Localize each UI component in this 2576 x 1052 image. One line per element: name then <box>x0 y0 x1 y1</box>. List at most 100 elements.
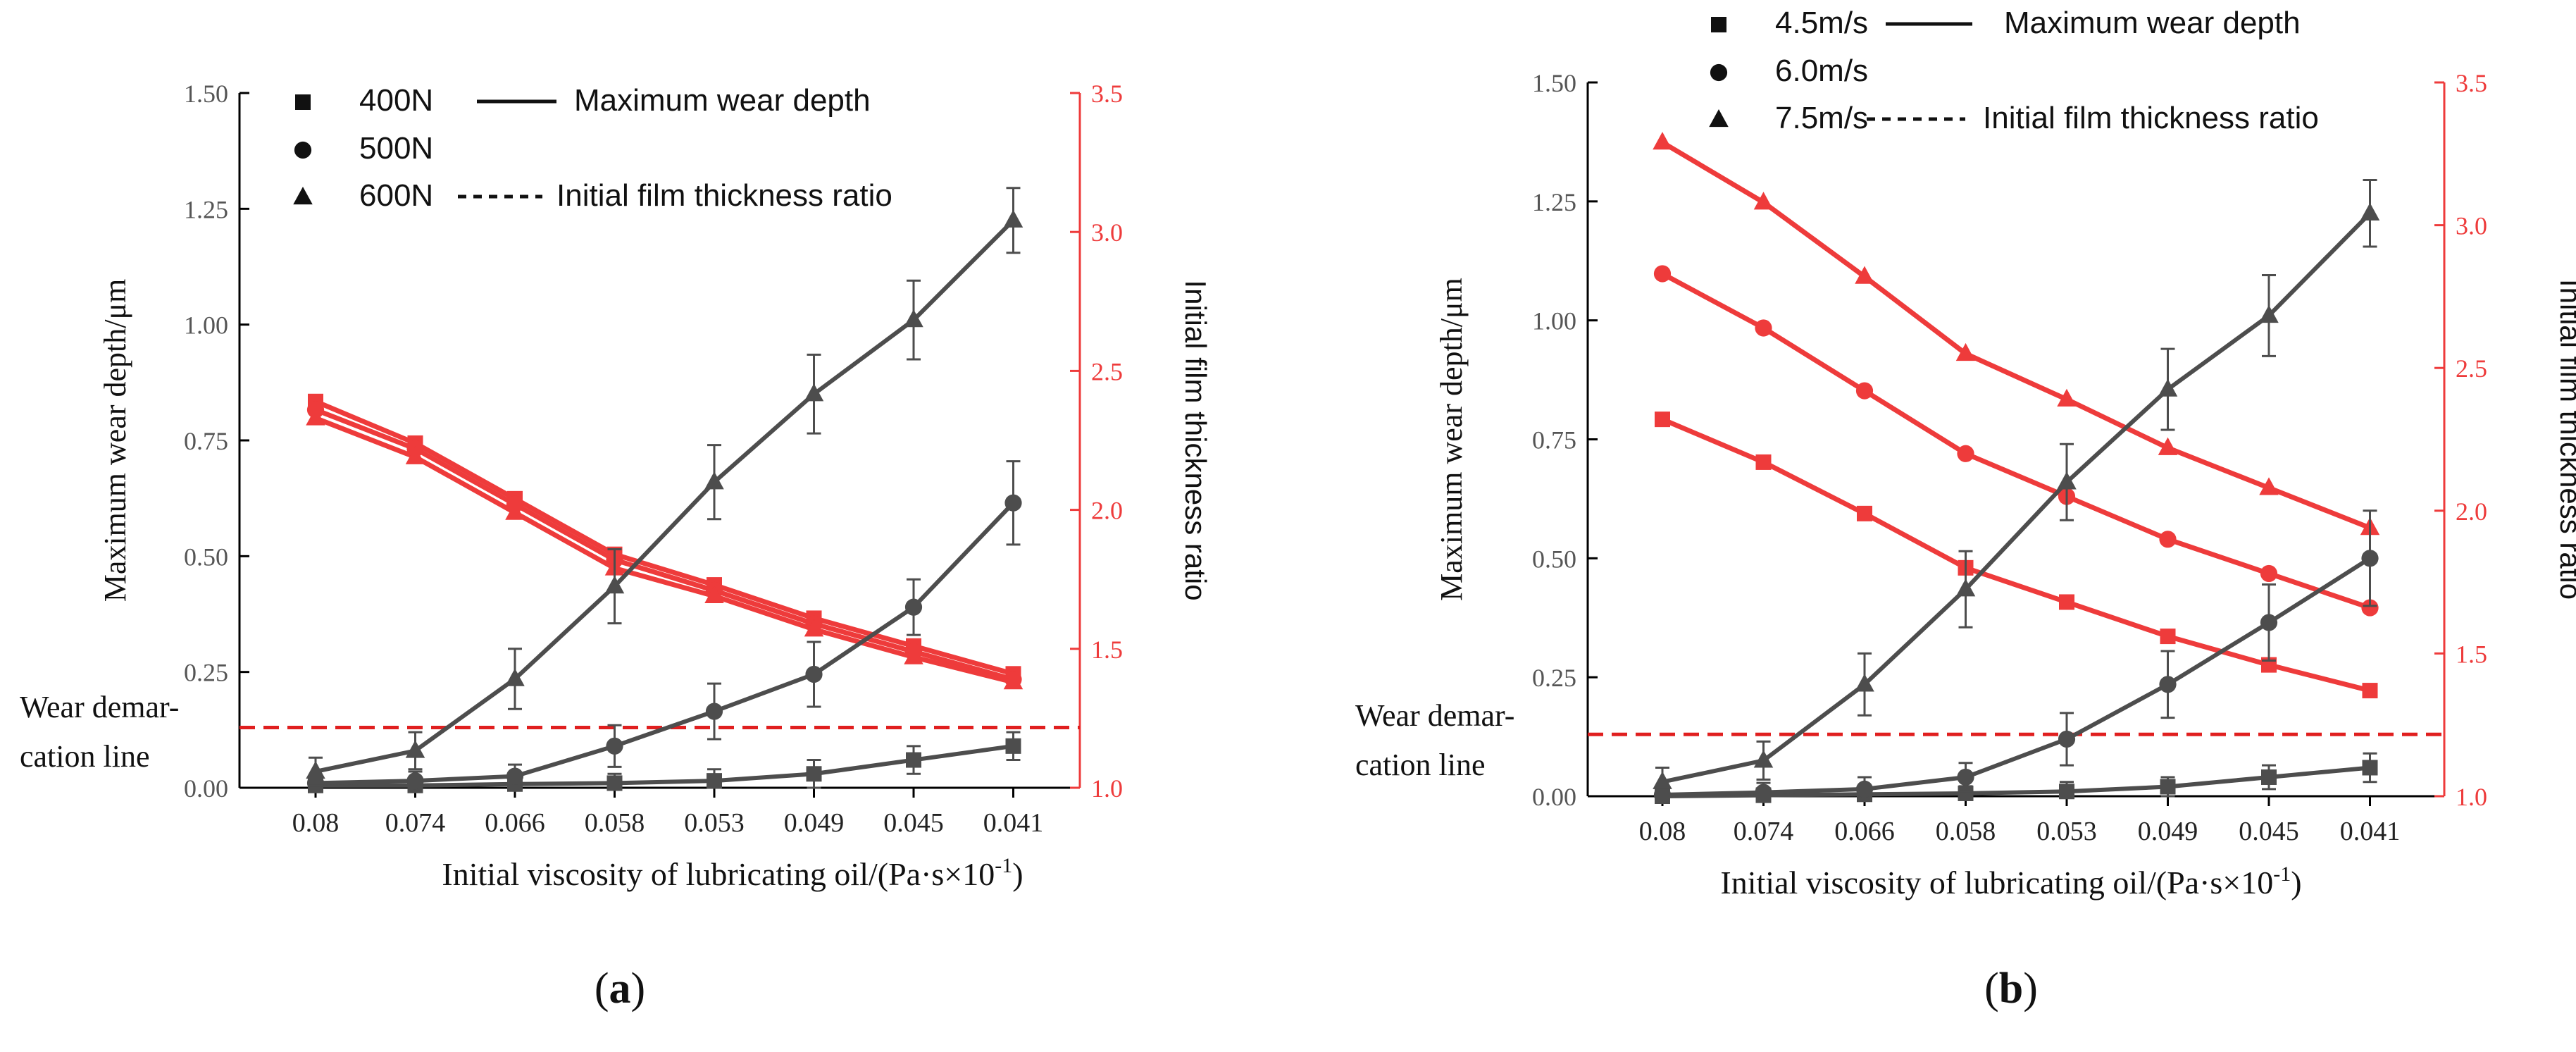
left-tick-label: 1.00 <box>184 311 228 340</box>
film-series-line-2 <box>314 416 1014 685</box>
panel-label-letter: b <box>1999 965 2023 1013</box>
wear-point <box>505 668 525 686</box>
wear-point <box>1653 771 1672 789</box>
film-point <box>1003 672 1023 690</box>
wear-point <box>2259 304 2279 323</box>
film-point <box>1855 382 1874 400</box>
wear-point <box>1957 768 1974 786</box>
wear-point <box>306 760 325 779</box>
film-point <box>306 407 325 426</box>
y-axis-label-right: Initial film thickness ratio <box>2554 279 2576 600</box>
legend-marker-circle <box>294 141 312 159</box>
film-point <box>1955 342 1976 361</box>
film-series-line-0 <box>314 399 1014 676</box>
x-tick-label: 0.066 <box>1834 817 1895 846</box>
wear-series-line-2 <box>315 218 1015 774</box>
x-tick-label: 0.049 <box>784 808 845 838</box>
wear-point <box>1004 494 1022 512</box>
film-point <box>1655 411 1670 428</box>
legend-marker-triangle <box>1709 109 1729 128</box>
wear-point <box>2057 471 2077 490</box>
x-tick-label: 0.045 <box>883 808 944 838</box>
wear-point <box>1753 750 1774 768</box>
legend: 400N 500N 600N Maximum wear depth Initial fi… <box>293 83 892 213</box>
y-axis-label-left: Maximum wear depth/μm <box>98 279 132 602</box>
film-point <box>2362 683 2378 699</box>
legend-marker-circle <box>1710 63 1728 82</box>
right-tick-label: 3.0 <box>2456 212 2487 240</box>
left-tick-label: 0.50 <box>184 543 228 571</box>
wear-point <box>506 767 524 785</box>
left-tick-label: 0.50 <box>1532 545 1576 573</box>
wear-point <box>2059 784 2074 800</box>
film-point <box>405 446 425 464</box>
wear-point <box>1855 674 1874 692</box>
film-point <box>1753 192 1774 210</box>
right-tick-label: 1.5 <box>1091 636 1123 664</box>
left-tick-label: 0.00 <box>1532 783 1576 811</box>
wear-point <box>2261 769 2277 785</box>
x-tick-label: 0.066 <box>485 808 545 838</box>
wear-point <box>2160 779 2176 795</box>
wear-point <box>406 772 424 790</box>
wear-point <box>606 775 623 791</box>
wear-point <box>705 703 723 720</box>
x-tick-label: 0.053 <box>2036 817 2097 846</box>
film-series-line-1 <box>1661 271 2371 610</box>
wear-series-line-2 <box>1662 211 2372 784</box>
x-tick-label: 0.058 <box>585 808 645 838</box>
left-tick-label: 0.25 <box>184 659 228 687</box>
legend-solid-label: Maximum wear depth <box>574 83 871 118</box>
legend-dashed-label: Initial film thickness ratio <box>1983 101 2319 135</box>
film-point <box>1857 505 1872 521</box>
x-tick-label: 0.08 <box>292 808 340 838</box>
x-axis-label-main: Initial viscosity of lubricating oil/(Pa… <box>1720 865 2273 901</box>
x-axis-label-end: ) <box>1012 856 1023 892</box>
right-tick-label: 3.5 <box>2456 69 2487 97</box>
x-tick-label: 0.041 <box>2340 817 2401 846</box>
wear-point <box>1955 578 1976 597</box>
left-tick-label: 1.50 <box>184 80 228 108</box>
legend: 4.5m/s 6.0m/s 7.5m/s Maximum wear depth Init… <box>1709 6 2319 135</box>
legend-dashed-label: Initial film thickness ratio <box>556 178 892 213</box>
x-axis-label: Initial viscosity of lubricating oil/(Pa… <box>1720 862 2301 901</box>
film-point <box>2260 564 2278 583</box>
x-tick-label: 0.074 <box>1734 817 1794 846</box>
wear-point <box>1855 780 1874 798</box>
wear-point <box>704 471 724 490</box>
wear-point <box>904 598 923 616</box>
film-point <box>1755 319 1772 337</box>
panel-label-close: ) <box>2023 965 2038 1013</box>
demarcation-label-line2: cation line <box>1355 748 1486 782</box>
wear-point <box>1755 784 1772 801</box>
wear-point <box>2260 614 2278 631</box>
film-series-line-2 <box>1661 140 2371 531</box>
panel-label-close: ) <box>631 965 646 1013</box>
film-point <box>1957 445 1974 462</box>
film-point <box>1855 266 1874 284</box>
wear-point <box>707 773 722 789</box>
x-axis-label-main: Initial viscosity of lubricating oil/(Pa… <box>442 856 995 892</box>
film-point <box>1653 132 1672 150</box>
film-point <box>704 585 724 604</box>
legend-label: 4.5m/s <box>1775 6 1868 40</box>
x-tick-label: 0.041 <box>983 808 1044 838</box>
y-axis-label-right: Initial film thickness ratio <box>1179 280 1212 600</box>
panel-label: (a) <box>595 965 645 1013</box>
x-tick-label: 0.058 <box>1936 817 1996 846</box>
wear-point <box>904 309 923 328</box>
panel-label: (b) <box>1984 965 2038 1013</box>
wear-point <box>2361 550 2379 567</box>
x-tick-label: 0.074 <box>385 808 446 838</box>
film-point <box>2160 629 2176 645</box>
film-series-line-1 <box>314 407 1014 682</box>
wear-series-line-0 <box>1662 765 2370 798</box>
left-tick-label: 1.00 <box>1532 307 1576 335</box>
panel-label-open: ( <box>1984 965 1999 1013</box>
wear-point <box>606 737 623 755</box>
film-point <box>1755 454 1772 470</box>
wear-point <box>1958 785 1974 801</box>
film-point <box>804 619 824 637</box>
chart-panel-a: 0.00 0.25 0.50 0.75 1.00 1.25 1.50 1.0 1.5 2.0 2.5… <box>20 80 1212 1013</box>
